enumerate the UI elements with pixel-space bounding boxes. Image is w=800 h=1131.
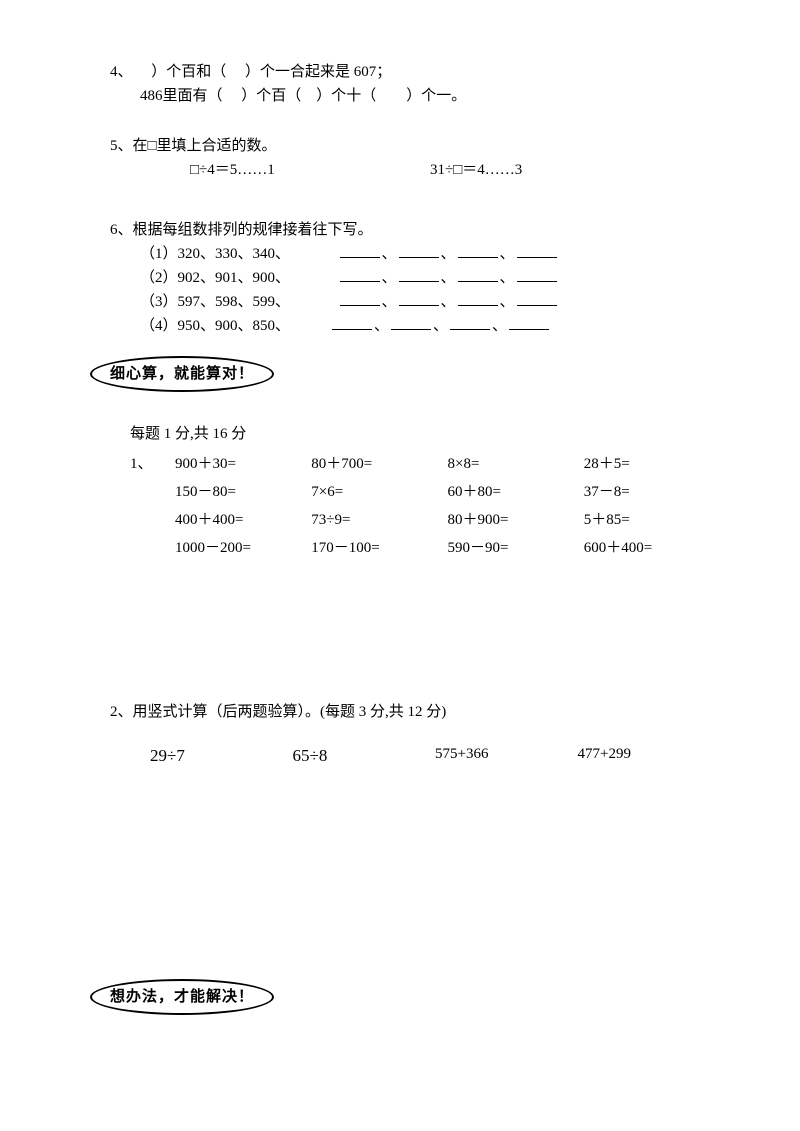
calc-cell: 150－80= <box>175 480 311 504</box>
q2-item: 65÷8 <box>293 742 436 769</box>
calc-row-4: 1000－200= 170－100= 590－90= 600＋400= <box>80 536 720 560</box>
q4-text: ）个一。 <box>406 88 466 104</box>
calc-cell: 7×6= <box>311 480 447 504</box>
q5-equations: □÷4＝5……1 31÷□＝4……3 <box>110 158 720 182</box>
calc-row-1: 1、 900＋30= 80＋700= 8×8= 28＋5= <box>80 452 720 476</box>
q6-row-3: （3）597、598、599、 、、、 <box>140 290 720 314</box>
q5-eq1: □÷4＝5……1 <box>190 158 430 182</box>
q2-item: 575+366 <box>435 742 578 769</box>
question-6: 6、根据每组数排列的规律接着往下写。 （1）320、330、340、 、、、 （… <box>80 218 720 338</box>
q6-row-4: （4）950、900、850、 、、、 <box>140 314 720 338</box>
q4-num: 4、 <box>110 64 133 80</box>
q4-text: ）个十（ <box>316 88 376 104</box>
calc-header: 每题 1 分,共 16 分 <box>80 422 720 446</box>
q4-line1: 4、 ）个百和（ ）个一合起来是 607； <box>110 60 720 84</box>
banner-2-wrap: 想办法，才能解决！ <box>80 969 720 1025</box>
blank-group: 、、、 <box>330 266 559 290</box>
q2-row: 29÷7 65÷8 575+366 477+299 <box>110 742 720 769</box>
calc-cell: 900＋30= <box>175 452 311 476</box>
calc-label-1: 1、 <box>130 452 175 476</box>
vertical-calc-section: 2、用竖式计算（后两题验算）。(每题 3 分,共 12 分) 29÷7 65÷8… <box>80 700 720 769</box>
blank-group: 、、、 <box>330 314 551 338</box>
calc-cell: 600＋400= <box>584 536 720 560</box>
q6-seq-2: （2）902、901、900、 <box>140 266 330 290</box>
calc-cell: 73÷9= <box>311 508 447 532</box>
calc-cell: 60＋80= <box>448 480 584 504</box>
blank-group: 、、、 <box>330 290 559 314</box>
calc-cell: 28＋5= <box>584 452 720 476</box>
calc-cell: 5＋85= <box>584 508 720 532</box>
q6-row-1: （1）320、330、340、 、、、 <box>140 242 720 266</box>
question-5: 5、在□里填上合适的数。 □÷4＝5……1 31÷□＝4……3 <box>80 134 720 182</box>
calc-cell: 37－8= <box>584 480 720 504</box>
q5-title: 5、在□里填上合适的数。 <box>110 134 720 158</box>
careful-calc-banner: 细心算，就能算对！ <box>90 356 274 392</box>
calc-cell: 590－90= <box>448 536 584 560</box>
q6-seq-1: （1）320、330、340、 <box>140 242 330 266</box>
q4-line2: 486里面有（ ）个百（ ）个十（ ）个一。 <box>110 84 720 108</box>
calc-cell: 1000－200= <box>175 536 311 560</box>
calc-row-3: 400＋400= 73÷9= 80＋900= 5＋85= <box>80 508 720 532</box>
blank-group: 、、、 <box>330 242 559 266</box>
q2-title: 2、用竖式计算（后两题验算）。(每题 3 分,共 12 分) <box>110 700 720 724</box>
q6-seq-3: （3）597、598、599、 <box>140 290 330 314</box>
q6-row-2: （2）902、901、900、 、、、 <box>140 266 720 290</box>
calc-cell: 400＋400= <box>175 508 311 532</box>
calc-row-2: 150－80= 7×6= 60＋80= 37－8= <box>80 480 720 504</box>
banner-1-wrap: 细心算，就能算对！ <box>80 346 720 402</box>
q6-seq-4: （4）950、900、850、 <box>140 314 330 338</box>
calc-cell: 8×8= <box>448 452 584 476</box>
q4-text: 486里面有（ <box>140 88 223 104</box>
calc-cell: 170－100= <box>311 536 447 560</box>
q6-sequences: （1）320、330、340、 、、、 （2）902、901、900、 、、、 … <box>110 242 720 338</box>
calc-cell: 80＋900= <box>448 508 584 532</box>
q5-eq2: 31÷□＝4……3 <box>430 158 522 182</box>
q2-item: 477+299 <box>578 742 721 769</box>
q4-text: ）个百（ <box>241 88 301 104</box>
q4-text: ）个百和（ <box>151 64 226 80</box>
calculation-section: 每题 1 分,共 16 分 1、 900＋30= 80＋700= 8×8= 28… <box>80 422 720 560</box>
q4-text: ）个一合起来是 607； <box>245 64 391 80</box>
question-4: 4、 ）个百和（ ）个一合起来是 607； 486里面有（ ）个百（ ）个十（ … <box>80 60 720 108</box>
solve-banner: 想办法，才能解决！ <box>90 979 274 1015</box>
calc-cell: 80＋700= <box>311 452 447 476</box>
q6-title: 6、根据每组数排列的规律接着往下写。 <box>110 218 720 242</box>
q2-item: 29÷7 <box>150 742 293 769</box>
